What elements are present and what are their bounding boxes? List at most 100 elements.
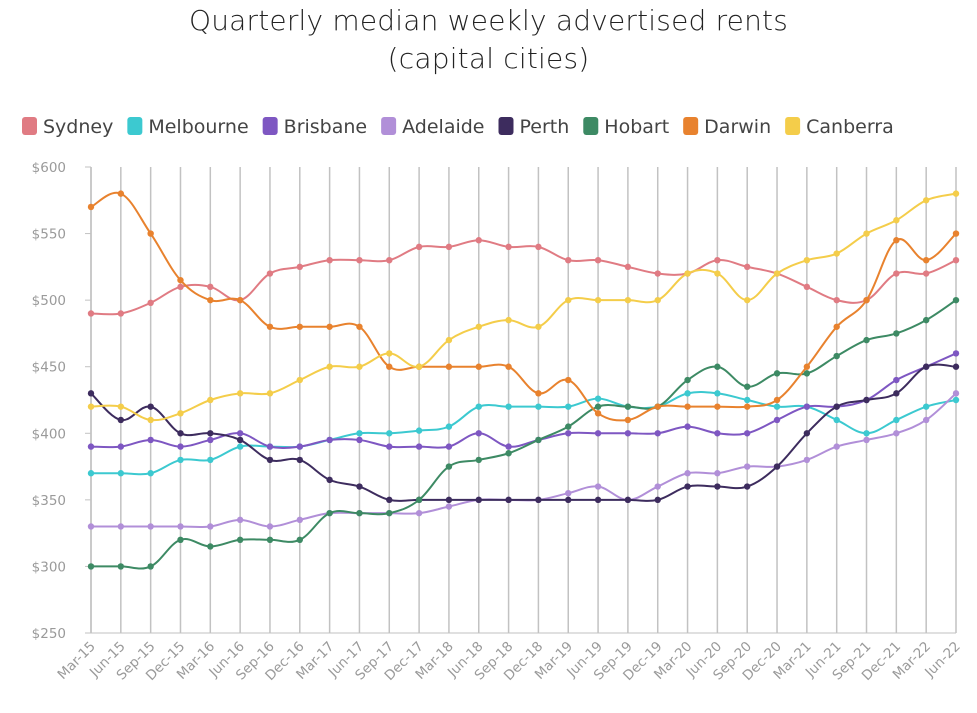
data-point-darwin[interactable] [714, 403, 721, 410]
data-point-brisbane[interactable] [565, 430, 572, 437]
data-point-sydney[interactable] [266, 270, 274, 277]
data-point-perth[interactable] [266, 456, 274, 464]
data-point-adelaide[interactable] [863, 436, 870, 444]
data-point-sydney[interactable] [505, 243, 512, 251]
legend-item-hobart[interactable]: Hobart [583, 116, 669, 138]
data-point-brisbane[interactable] [714, 430, 721, 437]
data-point-canberra[interactable] [773, 270, 781, 277]
data-point-hobart[interactable] [624, 403, 632, 410]
data-point-melbourne[interactable] [236, 443, 244, 450]
data-point-hobart[interactable] [744, 383, 751, 390]
data-point-melbourne[interactable] [147, 470, 154, 477]
data-point-adelaide[interactable] [177, 523, 184, 530]
data-point-darwin[interactable] [87, 203, 95, 211]
data-point-brisbane[interactable] [87, 443, 95, 450]
data-point-perth[interactable] [87, 390, 95, 397]
data-point-brisbane[interactable] [326, 436, 333, 444]
data-point-hobart[interactable] [147, 563, 154, 570]
data-point-hobart[interactable] [565, 423, 572, 430]
data-point-hobart[interactable] [117, 563, 125, 570]
data-point-adelaide[interactable] [654, 483, 661, 490]
data-point-melbourne[interactable] [893, 416, 900, 424]
data-point-darwin[interactable] [475, 363, 482, 370]
data-point-sydney[interactable] [296, 263, 303, 271]
legend-item-adelaide[interactable]: Adelaide [381, 116, 485, 138]
data-point-perth[interactable] [445, 496, 453, 504]
data-point-brisbane[interactable] [147, 436, 154, 444]
data-point-sydney[interactable] [87, 310, 95, 317]
data-point-canberra[interactable] [833, 250, 840, 257]
data-point-melbourne[interactable] [952, 396, 960, 404]
data-point-canberra[interactable] [594, 296, 602, 304]
data-point-melbourne[interactable] [773, 403, 781, 410]
data-point-melbourne[interactable] [207, 456, 214, 464]
data-point-adelaide[interactable] [922, 416, 930, 424]
data-point-sydney[interactable] [922, 270, 930, 277]
data-point-sydney[interactable] [326, 257, 333, 264]
data-point-perth[interactable] [236, 436, 244, 444]
data-point-melbourne[interactable] [833, 416, 840, 424]
data-point-canberra[interactable] [505, 316, 512, 324]
data-point-brisbane[interactable] [594, 430, 602, 437]
data-point-adelaide[interactable] [415, 509, 423, 517]
legend-item-melbourne[interactable]: Melbourne [127, 116, 249, 138]
data-point-melbourne[interactable] [87, 470, 95, 477]
data-point-darwin[interactable] [445, 363, 453, 370]
data-point-sydney[interactable] [356, 257, 363, 264]
data-point-hobart[interactable] [445, 463, 453, 470]
data-point-sydney[interactable] [803, 283, 811, 291]
data-point-adelaide[interactable] [565, 490, 572, 497]
data-point-brisbane[interactable] [475, 430, 482, 437]
data-point-hobart[interactable] [893, 330, 900, 337]
data-point-melbourne[interactable] [714, 390, 721, 397]
data-point-perth[interactable] [654, 496, 661, 504]
data-point-perth[interactable] [117, 416, 125, 424]
data-point-hobart[interactable] [356, 509, 363, 517]
data-point-hobart[interactable] [296, 536, 303, 543]
data-point-darwin[interactable] [893, 237, 900, 244]
data-point-hobart[interactable] [236, 536, 244, 543]
data-point-melbourne[interactable] [415, 427, 423, 434]
data-point-perth[interactable] [147, 403, 154, 410]
data-point-perth[interactable] [296, 456, 303, 464]
data-point-adelaide[interactable] [87, 523, 95, 530]
data-point-perth[interactable] [356, 483, 363, 490]
data-point-perth[interactable] [684, 483, 691, 490]
data-point-perth[interactable] [773, 463, 781, 470]
data-point-perth[interactable] [326, 476, 333, 484]
data-point-sydney[interactable] [147, 299, 154, 307]
data-point-sydney[interactable] [833, 296, 840, 304]
data-point-sydney[interactable] [594, 257, 602, 264]
data-point-perth[interactable] [714, 483, 721, 490]
data-point-hobart[interactable] [773, 370, 781, 377]
data-point-sydney[interactable] [535, 243, 542, 251]
data-point-canberra[interactable] [922, 197, 930, 204]
data-point-darwin[interactable] [117, 190, 125, 197]
data-point-canberra[interactable] [654, 296, 661, 304]
data-point-perth[interactable] [207, 430, 214, 437]
data-point-darwin[interactable] [565, 376, 572, 384]
data-point-sydney[interactable] [893, 270, 900, 277]
data-point-adelaide[interactable] [833, 443, 840, 450]
data-point-perth[interactable] [505, 496, 512, 504]
data-point-perth[interactable] [833, 403, 840, 410]
data-point-darwin[interactable] [535, 390, 542, 397]
data-point-perth[interactable] [952, 363, 960, 370]
data-point-brisbane[interactable] [117, 443, 125, 450]
data-point-hobart[interactable] [803, 370, 811, 377]
data-point-sydney[interactable] [565, 257, 572, 264]
data-point-hobart[interactable] [922, 316, 930, 324]
data-point-brisbane[interactable] [266, 443, 274, 450]
data-point-perth[interactable] [535, 496, 542, 504]
data-point-darwin[interactable] [952, 230, 960, 237]
data-point-canberra[interactable] [952, 190, 960, 197]
legend-item-darwin[interactable]: Darwin [683, 116, 771, 138]
data-point-adelaide[interactable] [236, 516, 244, 524]
data-point-darwin[interactable] [356, 323, 363, 330]
data-point-brisbane[interactable] [803, 403, 811, 410]
data-point-perth[interactable] [893, 390, 900, 397]
data-point-melbourne[interactable] [386, 430, 393, 437]
data-point-canberra[interactable] [117, 403, 125, 410]
data-point-darwin[interactable] [773, 396, 781, 404]
data-point-darwin[interactable] [744, 403, 751, 410]
